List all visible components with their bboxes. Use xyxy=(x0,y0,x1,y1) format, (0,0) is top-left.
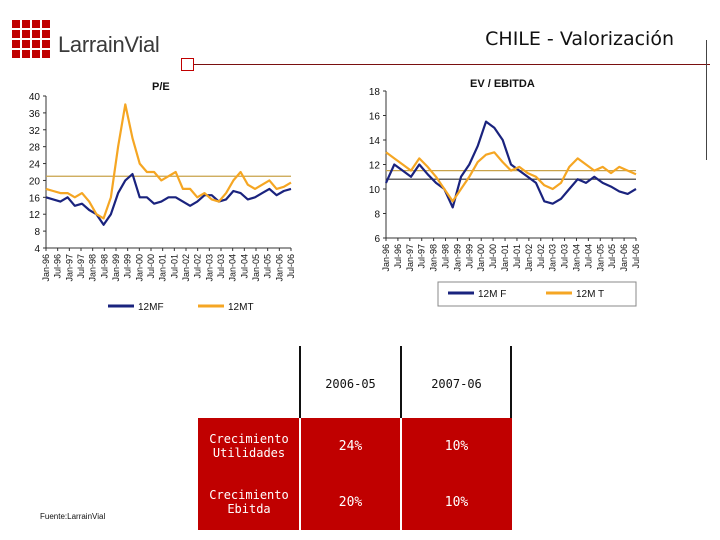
body-vline-mid xyxy=(400,418,402,530)
x-tick-label: Jan-98 xyxy=(429,244,439,272)
x-tick-label: Jan-97 xyxy=(405,244,415,272)
y-tick-label: 40 xyxy=(29,92,41,103)
x-tick-label: Jan-03 xyxy=(204,254,214,282)
x-tick-label: Jul-06 xyxy=(286,254,296,279)
y-tick-label: 28 xyxy=(29,143,41,154)
x-tick-label: Jul-03 xyxy=(216,254,226,279)
table-cell: 24% xyxy=(300,418,401,474)
y-tick-label: 12 xyxy=(29,210,41,221)
y-tick-label: 36 xyxy=(29,109,41,120)
body-vline-left xyxy=(299,418,301,530)
x-tick-label: Jan-00 xyxy=(134,254,144,282)
x-tick-label: Jan-03 xyxy=(548,244,558,272)
y-tick-label: 6 xyxy=(374,234,380,245)
x-tick-label: Jan-97 xyxy=(64,254,74,282)
y-tick-label: 20 xyxy=(29,176,41,187)
x-tick-label: Jan-02 xyxy=(181,254,191,282)
y-tick-label: 10 xyxy=(369,185,381,196)
table-cell: 20% xyxy=(300,474,401,530)
series-line-12mf xyxy=(45,172,292,226)
legend-label: 12M F xyxy=(478,289,506,300)
x-tick-label: Jul-05 xyxy=(607,244,617,269)
legend-label: 12MF xyxy=(138,302,164,313)
series-line-12mt xyxy=(45,103,292,220)
x-tick-label: Jul-05 xyxy=(263,254,273,279)
header-vline-mid xyxy=(400,346,402,418)
x-tick-label: Jan-96 xyxy=(381,244,391,272)
x-tick-label: Jul-01 xyxy=(512,244,522,269)
x-tick-label: Jul-00 xyxy=(146,254,156,279)
x-tick-label: Jul-98 xyxy=(441,244,451,269)
x-tick-label: Jul-04 xyxy=(583,244,593,269)
x-tick-label: Jan-96 xyxy=(41,254,51,282)
y-tick-label: 14 xyxy=(369,136,381,147)
y-tick-label: 8 xyxy=(374,210,380,221)
x-tick-label: Jul-01 xyxy=(169,254,179,279)
x-tick-label: Jan-05 xyxy=(251,254,261,282)
table-cell: 10% xyxy=(401,474,512,530)
logo-grid-icon xyxy=(12,20,52,60)
table-header-cell: 2006-05 xyxy=(300,346,401,418)
x-tick-label: Jan-02 xyxy=(524,244,534,272)
x-tick-label: Jan-01 xyxy=(158,254,168,282)
x-tick-label: Jul-02 xyxy=(193,254,203,279)
x-tick-label: Jan-06 xyxy=(274,254,284,282)
series-line-12mf xyxy=(384,120,637,209)
x-tick-label: Jan-04 xyxy=(228,254,238,282)
chart-title: P/E xyxy=(152,81,170,93)
x-tick-label: Jul-02 xyxy=(536,244,546,269)
x-tick-label: Jul-00 xyxy=(488,244,498,269)
x-tick-label: Jan-01 xyxy=(500,244,510,272)
y-tick-label: 8 xyxy=(34,227,40,238)
x-tick-label: Jul-04 xyxy=(239,254,249,279)
x-tick-label: Jan-99 xyxy=(111,254,121,282)
x-tick-label: Jul-99 xyxy=(464,244,474,269)
x-tick-label: Jan-98 xyxy=(88,254,98,282)
series-line-12mt xyxy=(385,151,637,203)
chart-title: EV / EBITDA xyxy=(470,78,535,90)
y-tick-label: 24 xyxy=(29,160,41,171)
y-tick-label: 32 xyxy=(29,126,41,137)
growth-table: 2006-05 2007-06 Crecimiento Utilidades 2… xyxy=(198,346,512,530)
header-vline-right xyxy=(510,346,512,418)
y-tick-label: 4 xyxy=(34,244,40,255)
source-note: Fuente:LarrainVial xyxy=(40,512,106,521)
slide-title: CHILE - Valorización xyxy=(485,28,674,50)
right-edge-divider xyxy=(706,40,707,160)
x-tick-label: Jul-06 xyxy=(631,244,641,269)
logo-text: LarrainVial xyxy=(58,32,160,57)
table-row-label: Crecimiento Ebitda xyxy=(198,474,300,530)
title-divider xyxy=(190,64,710,65)
x-tick-label: Jul-99 xyxy=(123,254,133,279)
table-corner xyxy=(198,346,300,418)
y-tick-label: 16 xyxy=(369,112,381,123)
legend-label: 12MT xyxy=(228,302,254,313)
company-logo: LarrainVial xyxy=(12,20,172,66)
table-cell: 10% xyxy=(401,418,512,474)
x-tick-label: Jan-99 xyxy=(452,244,462,272)
x-tick-label: Jul-96 xyxy=(53,254,63,279)
x-tick-label: Jan-05 xyxy=(595,244,605,272)
x-tick-label: Jan-04 xyxy=(571,244,581,272)
x-tick-label: Jul-03 xyxy=(560,244,570,269)
x-tick-label: Jan-00 xyxy=(476,244,486,272)
x-tick-label: Jul-98 xyxy=(99,254,109,279)
x-tick-label: Jan-06 xyxy=(619,244,629,272)
y-tick-label: 12 xyxy=(369,161,381,172)
table-header-cell: 2007-06 xyxy=(401,346,512,418)
title-marker-icon xyxy=(181,58,194,71)
table-row-label: Crecimiento Utilidades xyxy=(198,418,300,474)
header-vline-left xyxy=(299,346,301,418)
y-tick-label: 16 xyxy=(29,193,41,204)
x-tick-label: Jul-97 xyxy=(76,254,86,279)
y-tick-label: 18 xyxy=(369,87,381,98)
legend-label: 12M T xyxy=(576,289,604,300)
x-tick-label: Jul-97 xyxy=(417,244,427,269)
x-tick-label: Jul-96 xyxy=(393,244,403,269)
